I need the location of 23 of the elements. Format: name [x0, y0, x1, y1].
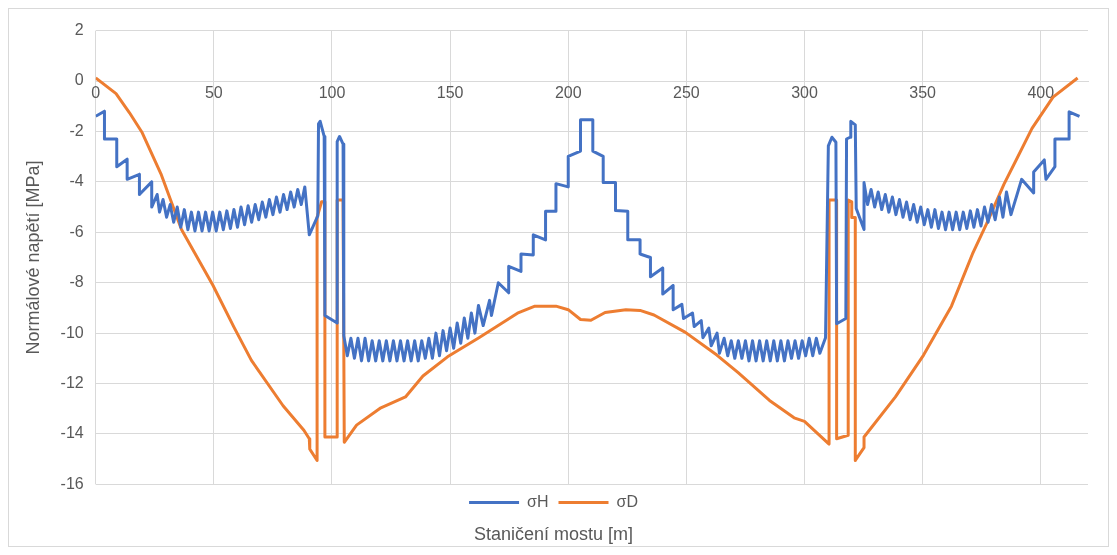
- y-tick-label: -4: [69, 172, 84, 190]
- y-tick-label: -14: [60, 424, 84, 442]
- y-tick-label: -8: [69, 273, 84, 291]
- y-tick-label: -16: [60, 474, 84, 492]
- x-tick-label: 200: [554, 84, 582, 102]
- x-tick-label: 0: [91, 84, 101, 102]
- y-tick-label: -2: [69, 121, 84, 139]
- x-tick-label: 400: [1027, 84, 1055, 102]
- x-tick-label: 350: [909, 84, 937, 102]
- x-tick-label: 300: [791, 84, 818, 102]
- x-tick-label: 250: [673, 84, 700, 102]
- x-tick-label: 50: [204, 84, 223, 102]
- y-tick-label: -10: [60, 323, 84, 341]
- legend-label: σD: [616, 492, 638, 510]
- x-tick-label: 150: [436, 84, 464, 102]
- x-axis-title: Staničení mostu [m]: [473, 524, 634, 545]
- y-tick-label: 2: [74, 21, 84, 39]
- y-axis-title: Normálové napětí [MPa]: [22, 160, 43, 355]
- y-tick-label: 0: [74, 71, 84, 89]
- x-tick-label: 100: [318, 84, 346, 102]
- y-tick-label: -6: [69, 222, 84, 240]
- legend-label: σH: [527, 492, 549, 510]
- y-tick-label: -12: [60, 373, 84, 391]
